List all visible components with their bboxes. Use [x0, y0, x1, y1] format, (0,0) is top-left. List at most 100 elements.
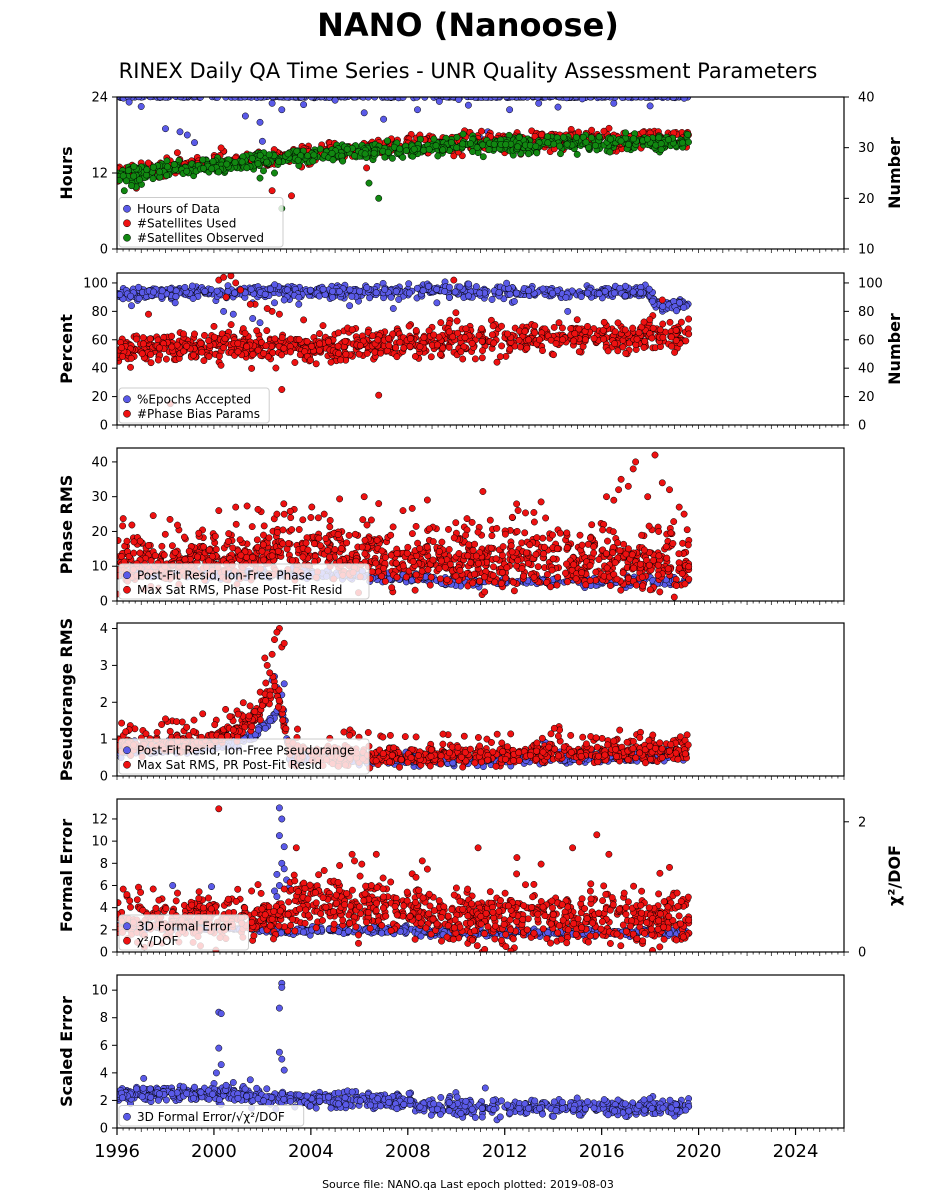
data-point — [521, 327, 529, 335]
data-point — [331, 97, 339, 104]
data-point — [643, 135, 651, 143]
data-point — [329, 293, 336, 301]
data-point — [554, 573, 562, 581]
data-point — [471, 540, 479, 548]
data-point — [441, 287, 449, 295]
data-point — [508, 513, 516, 521]
data-point — [531, 329, 539, 337]
data-point — [149, 163, 157, 171]
data-point — [402, 573, 410, 581]
data-point — [495, 288, 503, 296]
data-point — [229, 544, 237, 552]
data-point — [666, 318, 674, 326]
data-point — [525, 150, 532, 158]
data-point — [327, 358, 335, 366]
data-point — [622, 349, 630, 357]
data-point — [316, 145, 324, 153]
data-point — [325, 338, 333, 346]
data-point — [168, 332, 176, 340]
data-point — [452, 519, 460, 527]
data-point — [363, 164, 371, 172]
data-point — [360, 109, 368, 117]
data-point — [199, 164, 207, 172]
data-point — [455, 97, 463, 103]
data-point — [237, 286, 245, 294]
data-point — [473, 144, 481, 152]
data-point — [467, 140, 474, 148]
data-point — [633, 335, 641, 343]
data-point — [659, 302, 667, 310]
data-point — [128, 521, 136, 529]
data-point — [637, 289, 645, 297]
data-point — [316, 340, 324, 348]
data-point — [479, 141, 487, 149]
data-point — [402, 147, 410, 155]
data-point — [146, 97, 154, 101]
data-point — [263, 158, 271, 166]
data-point — [435, 97, 443, 105]
data-point — [437, 319, 445, 327]
data-point — [406, 335, 414, 343]
data-point — [283, 286, 291, 294]
data-point — [641, 337, 649, 345]
data-point — [389, 305, 397, 312]
data-point — [453, 317, 461, 325]
data-point — [334, 342, 342, 350]
data-point — [539, 285, 547, 293]
data-point — [370, 149, 378, 157]
data-point — [375, 194, 383, 202]
data-point — [570, 337, 578, 345]
data-point — [303, 338, 311, 345]
data-point — [363, 284, 371, 292]
ytick-right-label: 0 — [858, 419, 866, 434]
data-point — [550, 140, 558, 148]
data-point — [433, 299, 441, 307]
data-point — [481, 588, 489, 596]
legend-marker — [123, 204, 131, 213]
data-point — [508, 97, 516, 101]
data-point — [222, 293, 230, 301]
data-point — [621, 326, 629, 334]
data-point — [445, 328, 453, 336]
ytick-right-label: 30 — [858, 141, 875, 156]
ytick-label: 0 — [100, 419, 108, 434]
data-point — [387, 551, 395, 559]
data-point — [295, 300, 303, 308]
data-point — [256, 174, 264, 182]
data-point — [452, 309, 460, 317]
data-point — [271, 169, 278, 177]
data-point — [501, 530, 509, 538]
data-point — [278, 334, 286, 342]
data-point — [538, 131, 545, 139]
data-point — [145, 310, 152, 318]
data-point — [539, 534, 547, 542]
data-point — [648, 334, 656, 342]
data-point — [181, 283, 189, 291]
data-point — [430, 135, 438, 143]
data-point — [629, 288, 637, 296]
data-point — [356, 342, 364, 349]
data-point — [199, 156, 207, 164]
data-point — [464, 101, 472, 109]
data-point — [677, 318, 685, 326]
data-point — [183, 167, 191, 175]
data-point — [468, 518, 476, 526]
data-point — [173, 149, 181, 157]
data-point — [433, 285, 441, 293]
data-point — [406, 343, 414, 350]
data-point — [295, 336, 303, 343]
data-point — [263, 305, 271, 312]
data-point — [265, 151, 273, 159]
data-point — [600, 97, 607, 100]
data-point — [559, 336, 567, 344]
data-point — [285, 539, 293, 547]
data-point — [680, 97, 688, 102]
data-point — [348, 292, 356, 300]
data-point — [660, 97, 668, 101]
data-point — [223, 160, 231, 168]
data-point — [659, 333, 667, 341]
data-point — [611, 559, 619, 567]
data-point — [648, 97, 656, 101]
data-point — [450, 276, 458, 284]
data-point — [180, 330, 187, 338]
